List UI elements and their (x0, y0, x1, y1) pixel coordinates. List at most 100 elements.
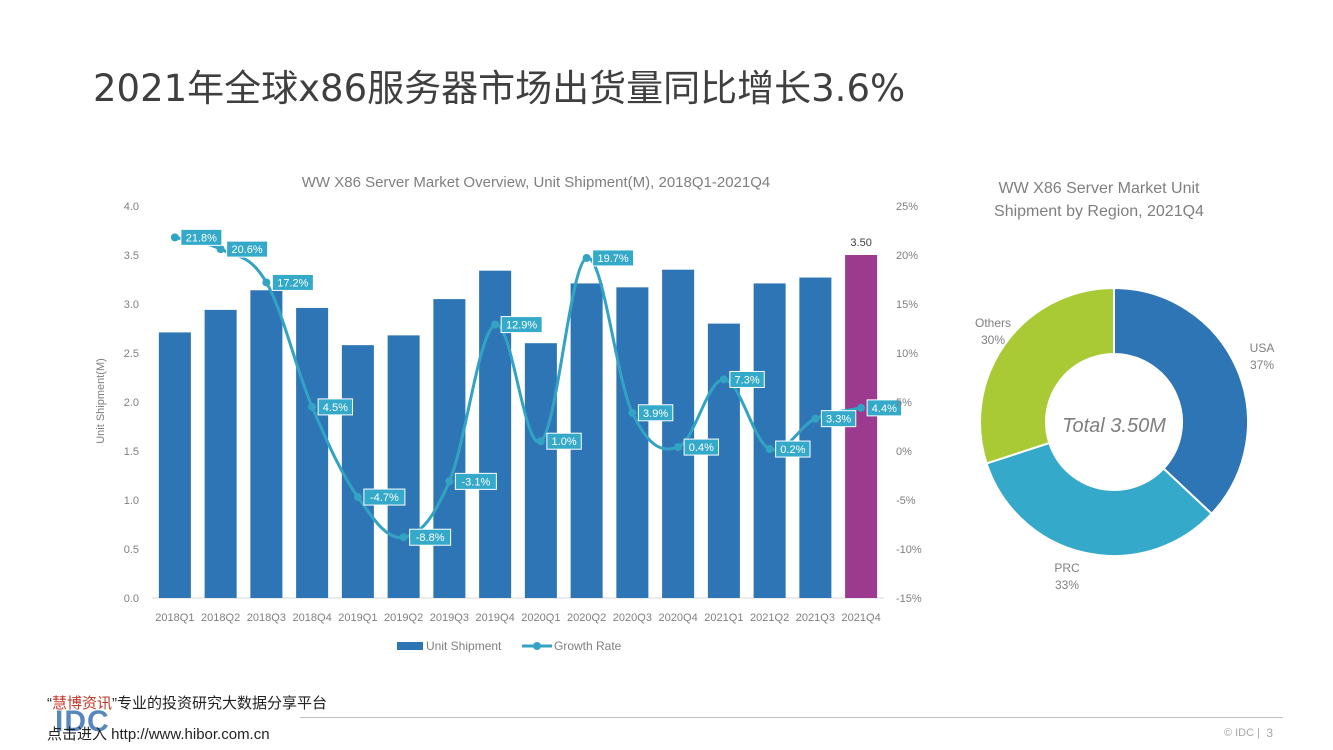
growth-line-layer (170, 233, 866, 542)
growth-label-box (454, 472, 497, 490)
x-tick-label: 2021Q4 (842, 612, 881, 624)
donut-slice-others (979, 286, 1115, 465)
axes-layer: 0.0 0.5 1.0 1.5 2.0 2.5 3.0 3.5 4.0 -15% -10% -5% 0%… (124, 201, 922, 624)
bar-unit-shipment (341, 345, 374, 598)
x-tick-label: 2019Q4 (476, 612, 515, 624)
x-tick-label: 2018Q4 (293, 612, 332, 624)
x-tick-label: 2019Q1 (338, 612, 377, 624)
bar-unit-shipment (799, 277, 832, 598)
growth-rate-marker (628, 408, 637, 417)
growth-rate-marker (399, 533, 408, 542)
donut-slice-name: USA (1250, 341, 1275, 355)
y2-tick-label: 20% (896, 250, 918, 262)
growth-data-label: 1.0% (552, 436, 577, 448)
bar-unit-shipment (524, 343, 557, 598)
growth-label-box (637, 404, 674, 422)
y2-tick-label: 15% (896, 299, 918, 311)
growth-data-label: -8.8% (416, 532, 445, 544)
y-tick-label: 2.5 (124, 348, 139, 360)
growth-label-box (546, 432, 582, 450)
growth-label-box (683, 438, 720, 456)
growth-data-label: 0.2% (780, 444, 805, 456)
y2-tick-label: 0% (896, 446, 912, 458)
growth-data-label: 20.6% (232, 244, 263, 256)
data-labels-layer: 3.50 21.8% 20.6% 17.2% 4.5% -4.7% -8.8% -3.1% 12… (180, 228, 903, 546)
donut-layer: USA 37% PRC 33% Others 30% (975, 286, 1275, 592)
donut-slice-percent: 30% (981, 333, 1005, 347)
growth-label-box (363, 488, 406, 506)
growth-label-box (775, 440, 811, 458)
growth-data-label: 3.3% (826, 414, 851, 426)
idc-logo: IDC (55, 705, 110, 738)
bar-unit-shipment (296, 307, 329, 598)
page-number: 3 (1266, 726, 1273, 740)
y-tick-label: 3.5 (124, 250, 139, 262)
watermark-tagline: 专业的投资研究大数据分享平台 (117, 695, 328, 712)
x-tick-label: 2021Q3 (796, 612, 835, 624)
growth-data-label: 7.3% (735, 374, 760, 386)
legend-label-growth-rate: Growth Rate (554, 639, 622, 653)
x-tick-label: 2019Q2 (384, 612, 423, 624)
y2-tick-label: -10% (896, 544, 922, 556)
footer-copyright: © IDC | (1223, 727, 1260, 739)
y-tick-label: 2.0 (124, 397, 139, 409)
donut-title-line2: Shipment by Region, 2021Q4 (994, 203, 1204, 220)
footer-divider (300, 717, 1283, 718)
growth-rate-marker (719, 375, 728, 384)
growth-label-box (271, 273, 314, 291)
donut-slice-prc (985, 441, 1214, 557)
growth-data-label: -3.1% (462, 476, 491, 488)
y2-tick-label: 10% (896, 348, 918, 360)
donut-slice-usa (1113, 286, 1249, 516)
donut-slice-name: PRC (1054, 561, 1080, 575)
bars-layer (158, 255, 878, 598)
growth-data-label: -4.7% (370, 492, 399, 504)
y-tick-label: 1.5 (124, 446, 139, 458)
y2-tick-label: 25% (896, 201, 918, 213)
donut-title-line1: WW X86 Server Market Unit (999, 180, 1200, 197)
y-axis-label: Unit Shipment(M) (95, 358, 107, 444)
growth-rate-marker (765, 445, 774, 454)
donut-slice-percent: 37% (1250, 358, 1274, 372)
watermark-line2[interactable]: 点击进入 http://www.hibor.com.cn (47, 726, 270, 743)
y-tick-label: 0.5 (124, 544, 139, 556)
y-tick-label: 1.0 (124, 495, 139, 507)
watermark-quote-open: “ (47, 695, 52, 712)
growth-data-label: 21.8% (186, 232, 217, 244)
y-tick-label: 0.0 (124, 593, 139, 605)
growth-rate-marker (353, 493, 362, 502)
growth-data-label: 19.7% (598, 253, 629, 265)
growth-label-box (500, 316, 543, 334)
growth-rate-marker (857, 403, 866, 412)
growth-label-box (820, 410, 857, 428)
slide-title: 2021年全球x86服务器市场出货量同比增长3.6% (93, 67, 906, 110)
bar-unit-shipment (387, 335, 420, 598)
donut-slice-name: Others (975, 316, 1011, 330)
bar-unit-shipment (250, 290, 283, 598)
growth-rate-marker (216, 245, 225, 254)
y2-tick-label: 5% (896, 397, 912, 409)
x-tick-label: 2020Q4 (659, 612, 698, 624)
growth-data-label: 12.9% (506, 320, 537, 332)
bar-chart-title: WW X86 Server Market Overview, Unit Ship… (302, 174, 771, 191)
growth-label-box (180, 228, 223, 246)
x-tick-label: 2021Q1 (704, 612, 743, 624)
bar-unit-shipment (707, 323, 740, 598)
growth-data-label: 4.4% (872, 403, 897, 415)
legend-label-unit-shipment: Unit Shipment (426, 639, 502, 653)
x-tick-label: 2019Q3 (430, 612, 469, 624)
growth-label-box (226, 240, 269, 258)
growth-rate-marker (582, 253, 591, 262)
watermark-quote-close: ” (112, 695, 118, 712)
bar-unit-shipment (616, 287, 649, 598)
x-tick-label: 2020Q2 (567, 612, 606, 624)
growth-rate-marker (308, 402, 317, 411)
x-tick-label: 2018Q1 (155, 612, 194, 624)
growth-rate-marker (491, 320, 500, 329)
y-tick-label: 4.0 (124, 201, 139, 213)
growth-label-box (866, 399, 903, 417)
bar-unit-shipment (204, 309, 237, 598)
growth-data-label: 0.4% (689, 442, 714, 454)
growth-rate-marker (445, 477, 454, 486)
